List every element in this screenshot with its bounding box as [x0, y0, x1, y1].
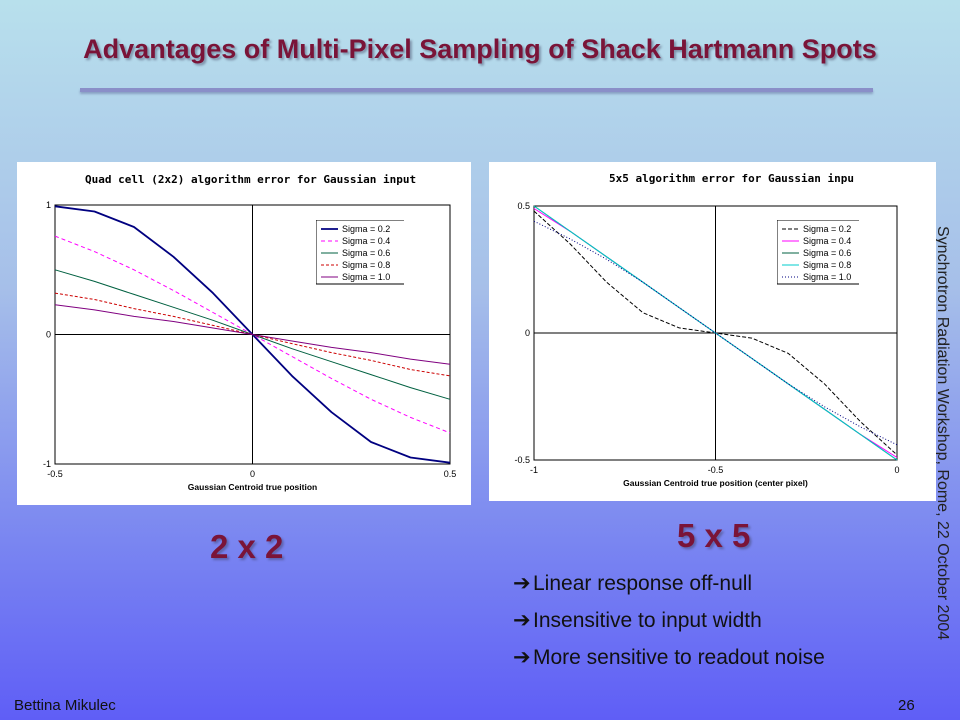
- advantages-list: ➔ Linear response off-null ➔ Insensitive t…: [513, 569, 825, 680]
- y-tick-label: -0.5: [514, 455, 530, 465]
- slide-title: Advantages of Multi-Pixel Sampling of Sh…: [83, 34, 877, 64]
- bullet-item: ➔ Linear response off-null: [513, 569, 825, 606]
- arrow-bullet-icon: ➔: [513, 646, 531, 669]
- legend-entry: Sigma = 0.8: [342, 260, 390, 270]
- y-tick-label: 0: [46, 330, 51, 340]
- legend-entry: Sigma = 0.4: [342, 236, 390, 246]
- x-tick-label: -0.5: [47, 469, 63, 479]
- legend-entry: Sigma = 0.4: [803, 236, 851, 246]
- five-by-five-chart-panel: 5x5 algorithm error for Gaussian inpu 0.5…: [489, 162, 936, 501]
- x-tick-label: -1: [530, 465, 538, 475]
- label-2x2: 2 x 2: [210, 528, 284, 565]
- label-5x5: 5 x 5: [677, 517, 751, 554]
- series-line-5: [533, 220, 898, 446]
- y-tick-label: 0: [525, 328, 530, 338]
- series-line-5: [54, 304, 451, 365]
- page-number: 26: [898, 697, 915, 714]
- arrow-bullet-icon: ➔: [513, 572, 531, 595]
- arrow-bullet-icon: ➔: [513, 609, 531, 632]
- x-tick-label: 0: [250, 469, 255, 479]
- y-tick-label: 0.5: [517, 201, 530, 211]
- legend-box: [777, 220, 859, 285]
- y-tick-label: -1: [43, 459, 51, 469]
- x-axis-label: Gaussian Centroid true position: [188, 482, 317, 492]
- chart-title: 5x5 algorithm error for Gaussian inpu: [609, 172, 854, 185]
- y-tick-label: 1: [46, 200, 51, 210]
- legend-entry: Sigma = 1.0: [803, 272, 851, 282]
- bullet-text: Linear response off-null: [533, 572, 753, 595]
- legend-box: [316, 220, 404, 285]
- chart-legend: Sigma = 0.2 Sigma = 0.4 Sigma = 0.6 Sigma =…: [777, 220, 859, 285]
- bullet-text: Insensitive to input width: [533, 609, 762, 632]
- quad-cell-chart-panel: Quad cell (2x2) algorithm error for Gaus…: [17, 162, 471, 505]
- legend-entry: Sigma = 0.2: [342, 224, 390, 234]
- bullet-item: ➔ More sensitive to readout noise: [513, 643, 825, 680]
- x-axis-label: Gaussian Centroid true position (center …: [623, 478, 808, 488]
- five-by-five-chart: 5x5 algorithm error for Gaussian inpu 0.5…: [514, 172, 899, 488]
- bullet-text: More sensitive to readout noise: [533, 646, 825, 669]
- x-tick-label: 0.5: [444, 469, 457, 479]
- chart-title: Quad cell (2x2) algorithm error for Gaus…: [85, 173, 416, 186]
- legend-entry: Sigma = 0.8: [803, 260, 851, 270]
- legend-entry: Sigma = 1.0: [342, 272, 390, 282]
- chart-legend: Sigma = 0.2 Sigma = 0.4 Sigma = 0.6 Sigma =…: [316, 220, 404, 285]
- quad-cell-chart: Quad cell (2x2) algorithm error for Gaus…: [43, 173, 457, 492]
- author-name: Bettina Mikulec: [14, 697, 116, 714]
- bullet-item: ➔ Insensitive to input width: [513, 606, 825, 643]
- legend-entry: Sigma = 0.2: [803, 224, 851, 234]
- legend-entry: Sigma = 0.6: [803, 248, 851, 258]
- workshop-side-text: Synchrotron Radiation Workshop, Rome, 22…: [934, 226, 951, 641]
- x-tick-label: 0: [894, 465, 899, 475]
- title-underline: [80, 88, 873, 92]
- x-tick-label: -0.5: [708, 465, 724, 475]
- legend-entry: Sigma = 0.6: [342, 248, 390, 258]
